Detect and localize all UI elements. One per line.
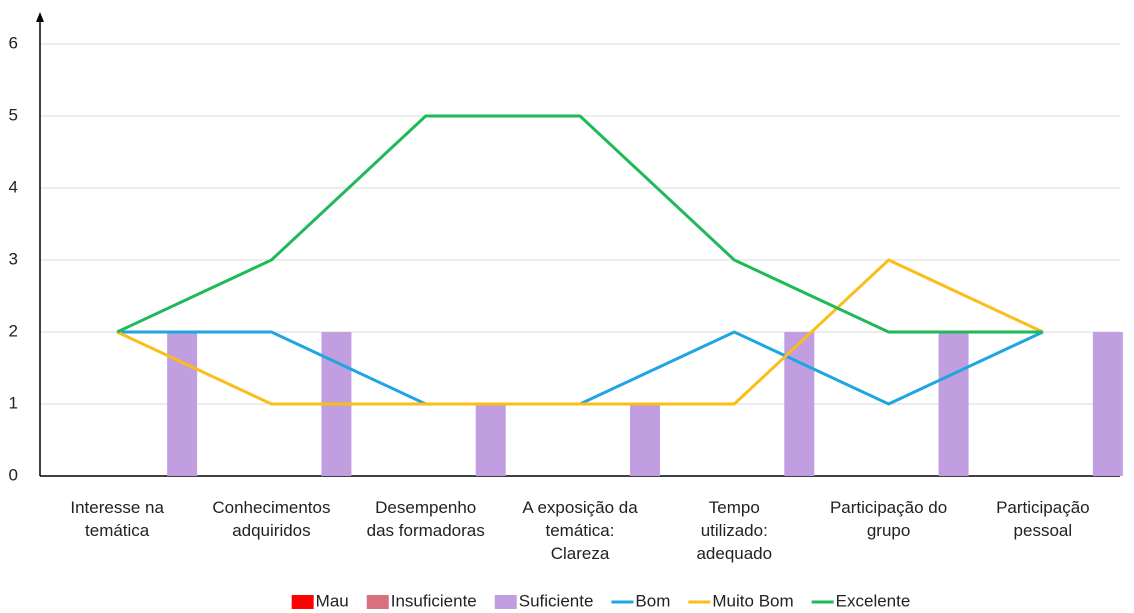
legend-swatch — [494, 595, 517, 609]
legend-label: Bom — [635, 591, 670, 610]
legend-swatch — [366, 595, 389, 609]
bar — [1092, 332, 1123, 476]
legend-label: Suficiente — [519, 591, 594, 610]
y-tick-label: 3 — [9, 249, 18, 268]
x-tick-label: Conhecimentos adquiridos — [212, 498, 330, 540]
bar — [475, 404, 506, 476]
legend-label: Muito Bom — [712, 591, 793, 610]
x-tick-label: A exposição da temática: Clareza — [522, 498, 638, 563]
legend-swatch — [291, 595, 314, 609]
bar — [938, 332, 969, 476]
legend-label: Excelente — [836, 591, 911, 610]
y-tick-label: 1 — [9, 393, 18, 412]
y-tick-label: 5 — [9, 105, 18, 124]
legend-label: Mau — [316, 591, 349, 610]
y-tick-label: 4 — [9, 177, 18, 196]
y-tick-label: 6 — [9, 33, 18, 52]
x-tick-label: Tempo utilizado: adequado — [696, 498, 772, 563]
x-tick-label: Participação do grupo — [830, 498, 947, 540]
bar — [630, 404, 660, 476]
legend-label: Insuficiente — [391, 591, 477, 610]
line-series — [117, 330, 1044, 406]
bar — [167, 332, 198, 476]
line-series — [116, 258, 1044, 406]
x-tick-label: Interesse na temática — [70, 498, 164, 540]
line-series — [116, 114, 1043, 334]
x-tick-label: Desempenho das formadoras — [367, 498, 485, 540]
bar — [784, 332, 815, 476]
y-tick-label: 2 — [9, 321, 18, 340]
y-axis-arrow — [36, 12, 44, 22]
x-tick-label: Participação pessoal — [996, 498, 1090, 540]
legend: Mau Insuficiente Suficiente Bom Muito Bom Exc… — [291, 591, 911, 610]
y-tick-label: 0 — [9, 465, 18, 484]
